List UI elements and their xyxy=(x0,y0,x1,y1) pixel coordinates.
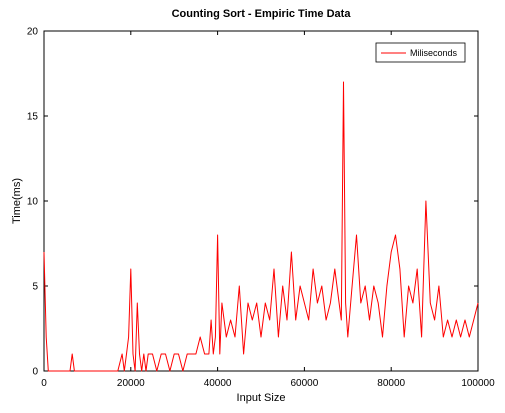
legend: Miliseconds xyxy=(375,42,466,63)
y-tick-label: 0 xyxy=(32,367,38,378)
x-tick-label: 60000 xyxy=(290,378,318,389)
x-tick-label: 100000 xyxy=(461,378,495,389)
y-tick-label: 5 xyxy=(32,282,38,293)
series-line-miliseconds xyxy=(43,81,479,372)
series-layer xyxy=(43,81,479,372)
x-tick-label: 20000 xyxy=(117,378,145,389)
legend-label-miliseconds: Miliseconds xyxy=(410,48,458,58)
y-tick-label: 10 xyxy=(27,197,39,208)
legend-box xyxy=(375,42,466,63)
y-tick-label: 15 xyxy=(27,112,39,123)
y-axis-ticks: 0 5 10 15 20 xyxy=(27,27,478,378)
chart-title: Counting Sort - Empiric Time Data xyxy=(172,8,352,20)
y-tick-label: 20 xyxy=(27,27,39,38)
x-tick-label: 0 xyxy=(41,378,47,389)
x-tick-label: 40000 xyxy=(204,378,232,389)
x-tick-label: 80000 xyxy=(377,378,405,389)
x-axis-ticks: 0 20000 40000 60000 80000 100000 xyxy=(41,31,495,389)
y-axis-label: Time(ms) xyxy=(11,178,23,224)
x-axis-label: Input Size xyxy=(237,392,286,404)
